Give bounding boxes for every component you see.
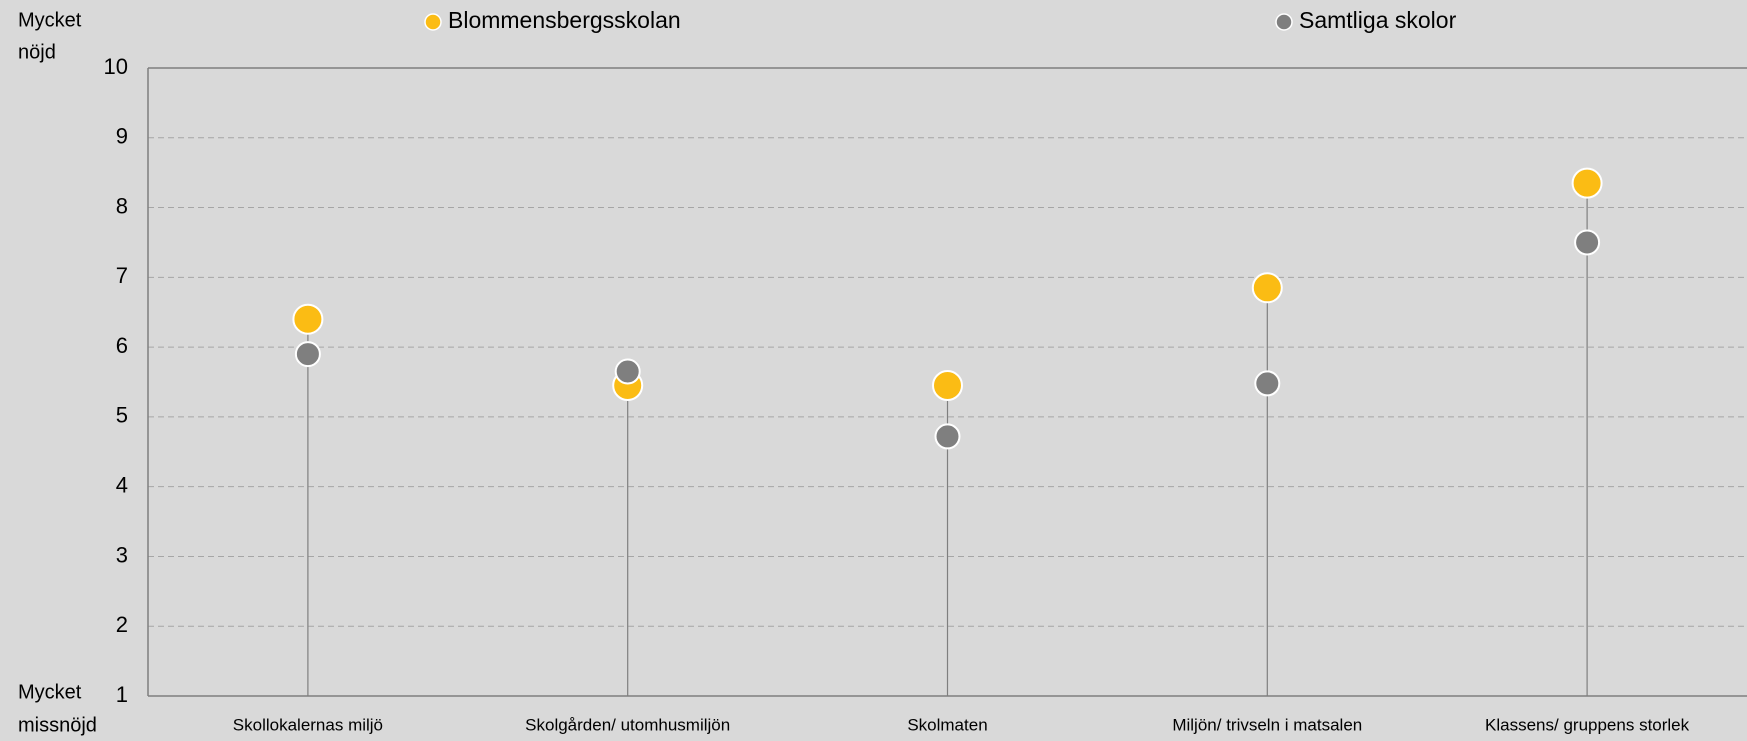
y-tick-label: 3 — [116, 542, 128, 567]
dot — [1251, 272, 1283, 304]
x-tick-label: Skolmaten — [907, 715, 987, 734]
y-tick-label: 2 — [116, 612, 128, 637]
y-tick-label: 7 — [116, 263, 128, 288]
y-tick-label: 10 — [104, 54, 128, 79]
y-top-label: nöjd — [18, 41, 56, 63]
y-tick-label: 5 — [116, 403, 128, 428]
dot — [1571, 167, 1603, 199]
legend-label: Blommensbergsskolan — [448, 7, 681, 33]
y-tick-label: 4 — [116, 472, 128, 497]
dot — [1254, 370, 1281, 397]
y-tick-label: 8 — [116, 193, 128, 218]
y-bottom-label: Mycket — [18, 681, 82, 703]
dot — [1574, 229, 1601, 256]
y-bottom-label: missnöjd — [18, 714, 97, 736]
dot — [934, 423, 961, 450]
dot — [292, 303, 324, 335]
y-top-label: Mycket — [18, 9, 82, 31]
legend-label: Samtliga skolor — [1299, 7, 1457, 33]
x-tick-label: Skollokalernas miljö — [233, 715, 383, 734]
dot — [294, 341, 321, 368]
y-tick-label: 6 — [116, 333, 128, 358]
x-tick-label: Miljön/ trivseln i matsalen — [1172, 715, 1362, 734]
x-tick-label: Klassens/ gruppens storlek — [1485, 715, 1690, 734]
x-tick-label: Skolgården/ utomhusmiljön — [525, 715, 730, 734]
legend-marker — [424, 13, 442, 31]
legend-marker — [1275, 13, 1293, 31]
y-tick-label: 1 — [116, 682, 128, 707]
dot — [614, 358, 641, 385]
y-tick-label: 9 — [116, 124, 128, 149]
dot — [932, 369, 963, 401]
